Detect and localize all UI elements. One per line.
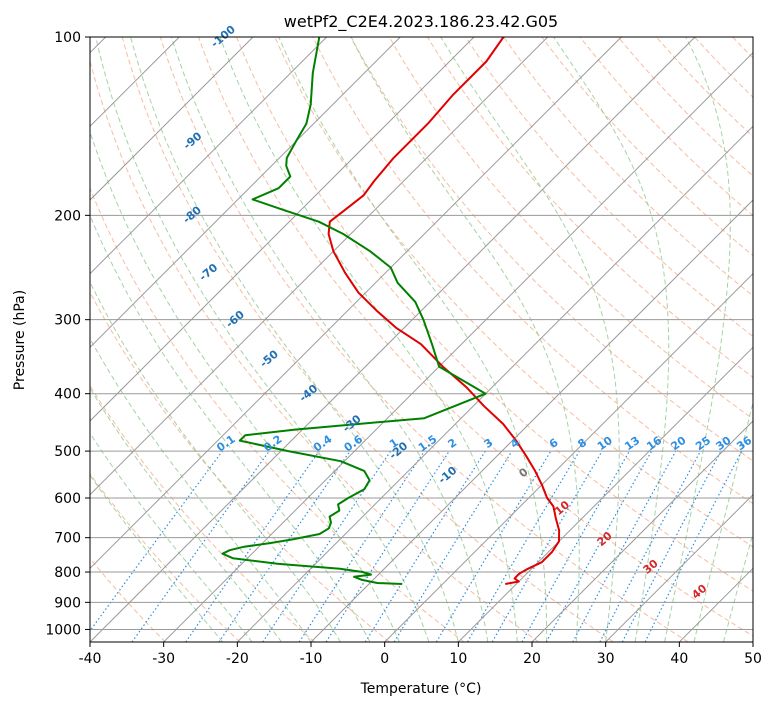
dry-adiabat-line [90, 384, 316, 642]
dry-adiabat-line [350, 37, 753, 462]
isotherm-line [163, 51, 753, 642]
moist-adiabat-line [90, 432, 253, 642]
y-tick-label: 200 [54, 208, 81, 224]
moist-adiabat-line [90, 280, 341, 642]
moist-adiabat-line [95, 37, 430, 642]
y-tick-label: 500 [54, 444, 81, 460]
y-tick-label: 100 [54, 30, 81, 46]
chart-title: wetPf2_C2E4.2023.186.23.42.G05 [284, 12, 558, 32]
moist-adiabat-line [90, 130, 400, 642]
x-tick-label: -40 [79, 651, 102, 667]
moist-adiabat-line [219, 37, 518, 642]
moist-adiabat-line [130, 37, 459, 642]
y-axis: 1000 900 800 700 600 500 400 300 200 100 [45, 30, 90, 638]
mixing-ratio-line [131, 450, 270, 642]
dry-adiabat-line [274, 37, 753, 548]
dry-adiabat-line [426, 37, 753, 378]
y-tick-label: 300 [54, 313, 81, 329]
mixing-ratio-line [364, 450, 486, 642]
isotherm-line [752, 641, 753, 642]
y-tick-label: 400 [54, 387, 81, 403]
moist-adiabat-line [90, 214, 371, 642]
moist-adiabat-line [171, 37, 489, 642]
background-lines [90, 37, 775, 642]
y-tick-label: 1000 [45, 622, 81, 638]
isotherm-line [90, 37, 328, 275]
isotherm-line [90, 37, 622, 570]
x-tick-label: -10 [300, 651, 323, 667]
dry-adiabat-line [312, 37, 753, 505]
mixing-ratio-line [325, 450, 450, 642]
mixing-ratio-line [491, 450, 603, 642]
isotherm-line [384, 272, 753, 642]
x-tick-label: 10 [449, 651, 467, 667]
x-tick-label: 20 [523, 651, 541, 667]
isotherm-line [605, 493, 753, 642]
y-tick-label: 900 [54, 595, 81, 611]
moist-adiabat-line [723, 531, 753, 642]
dewpoint-profile-line [221, 37, 487, 585]
y-tick-label: 700 [54, 531, 81, 547]
isotherm-line [236, 125, 753, 642]
moist-adiabat-line [90, 387, 282, 642]
x-tick-label: -30 [152, 651, 175, 667]
plot-frame [89, 36, 754, 643]
dry-adiabat-line [579, 37, 753, 217]
x-tick-label: 30 [597, 651, 615, 667]
mixing-ratio-line [521, 450, 631, 642]
x-tick-label: 0 [380, 651, 389, 667]
dry-adiabat-line [121, 37, 614, 642]
y-tick-label: 600 [54, 491, 81, 507]
moist-adiabat-line [664, 37, 731, 642]
mixing-ratio-line [435, 450, 552, 642]
dry-adiabat-line [90, 186, 465, 642]
moist-adiabat-line [440, 37, 620, 642]
dry-adiabat-line [159, 37, 689, 642]
x-axis: -40 -30 -20 -10 0 10 20 30 40 50 [79, 642, 762, 667]
dry-adiabat-line [236, 37, 753, 592]
isotherm-line [90, 37, 549, 496]
mixing-ratio-line [466, 450, 580, 642]
data-lines [221, 37, 561, 585]
temperature-profile-line [327, 37, 561, 585]
y-axis-label: Pressure (hPa) [12, 290, 28, 390]
moist-adiabat-line [90, 474, 223, 642]
dry-adiabat-line [90, 291, 390, 642]
dry-adiabat-line [771, 37, 775, 642]
mixing-ratio-line [572, 450, 677, 642]
dry-adiabat-line [90, 472, 241, 642]
moist-adiabat-line [278, 37, 548, 642]
dry-adiabat-line [90, 59, 540, 642]
moist-adiabat-line [553, 37, 670, 642]
isotherm-line [90, 37, 475, 422]
isotherm-line [90, 37, 254, 201]
mixing-ratio-line [218, 450, 351, 642]
x-tick-label: -20 [226, 651, 249, 667]
mixing-ratio-line [393, 450, 513, 642]
x-tick-label: 50 [744, 651, 762, 667]
isotherm-line [90, 37, 696, 642]
x-tick-label: 40 [670, 651, 688, 667]
mixing-ratio-line [90, 450, 223, 632]
y-tick-label: 800 [54, 565, 81, 581]
isotherm-line [310, 199, 753, 642]
x-axis-label: Temperature (°C) [360, 681, 482, 697]
isotherm-line [90, 37, 401, 349]
isotherm-line [531, 420, 753, 642]
dry-adiabat-line [465, 37, 753, 337]
